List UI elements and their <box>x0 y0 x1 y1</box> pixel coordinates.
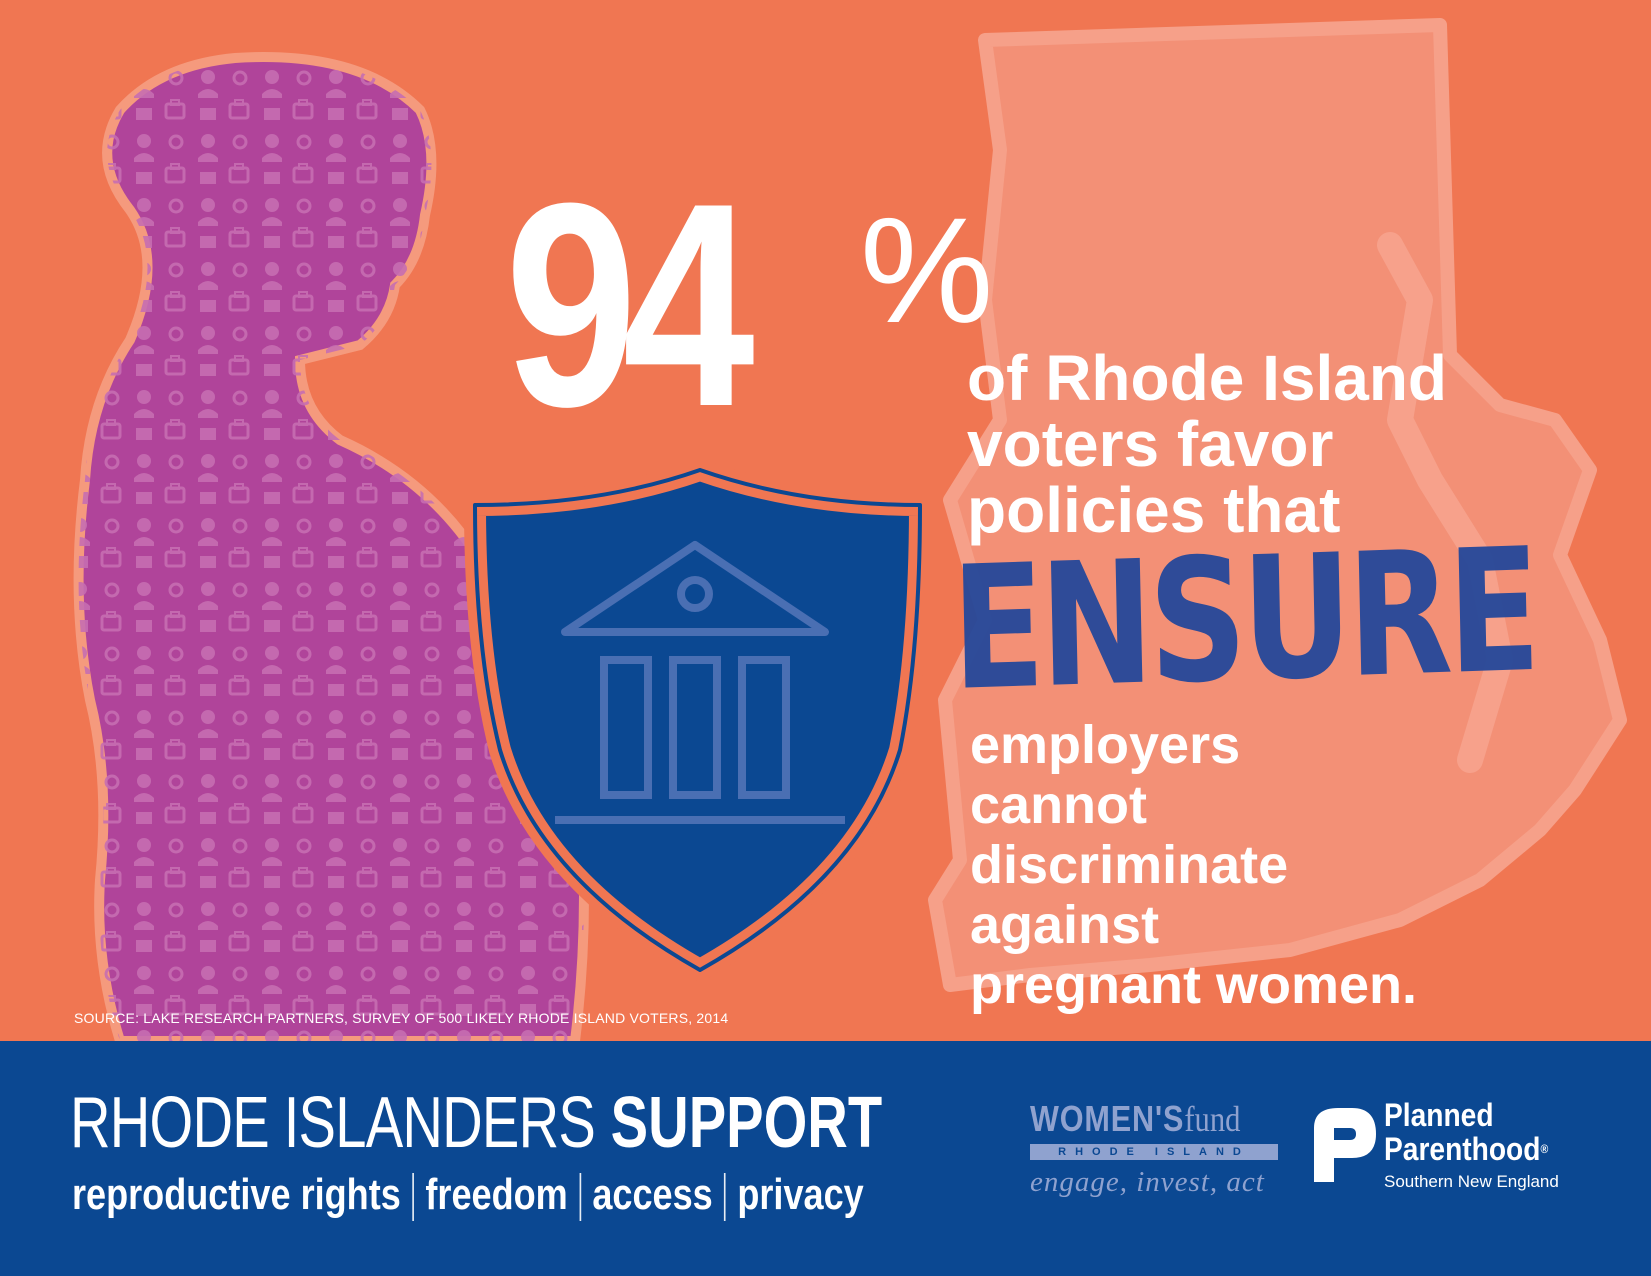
footer-pillars: reproductive rights freedom access privacy <box>72 1170 864 1222</box>
rhode-island-map-icon <box>928 18 1627 992</box>
statement-top: of Rhode Island voters favor policies th… <box>967 345 1527 543</box>
source-note: SOURCE: LAKE RESEARCH PARTNERS, SURVEY O… <box>74 1010 729 1026</box>
statement-line: cannot <box>970 775 1148 835</box>
statement-line: against <box>970 895 1160 955</box>
statement-line: voters favor <box>967 408 1334 480</box>
womens-fund-logo: WOMEN'Sfund RHODE ISLAND engage, invest,… <box>1030 1098 1280 1199</box>
pillar-item: privacy <box>737 1170 864 1219</box>
pillar-item: access <box>592 1170 713 1219</box>
planned-parenthood-logo: Planned Parenthood® Southern New England <box>1308 1098 1638 1198</box>
statement-line: employers <box>970 715 1241 775</box>
statement-bottom: employers cannot discriminate against pr… <box>970 715 1417 1015</box>
planned-parenthood-name: Planned Parenthood® <box>1384 1098 1548 1166</box>
pp-line1: Planned <box>1384 1097 1494 1133</box>
pillar-divider <box>579 1173 581 1222</box>
statement-line: discriminate <box>970 835 1289 895</box>
shield-icon <box>464 459 931 981</box>
hero-artwork <box>73 18 1627 1041</box>
footer-headline: RHODE ISLANDERS SUPPORT <box>70 1087 882 1159</box>
womens-fund-state: RHODE ISLAND <box>1030 1144 1278 1160</box>
statement-line: pregnant women. <box>970 955 1418 1015</box>
bank-building-icon <box>555 541 845 824</box>
stat-number: 94 <box>505 143 755 467</box>
headline-light: RHODE ISLANDERS <box>70 1083 596 1163</box>
registered-mark: ® <box>1540 1142 1549 1156</box>
pillar-divider <box>412 1173 414 1222</box>
womens-fund-name-b: fund <box>1184 1099 1241 1139</box>
pillar-item: reproductive rights <box>72 1170 401 1219</box>
planned-parenthood-region: Southern New England <box>1384 1172 1559 1191</box>
workplace-icons-pattern <box>78 57 585 1041</box>
womens-fund-name: WOMEN'Sfund <box>1030 1098 1243 1140</box>
planned-parenthood-p-icon <box>1314 1108 1376 1182</box>
statement-line: policies that <box>967 474 1341 546</box>
pillar-item: freedom <box>425 1170 568 1219</box>
pillar-divider <box>724 1173 726 1222</box>
headline-bold: SUPPORT <box>610 1083 883 1163</box>
percent-sign: % <box>860 186 994 354</box>
womens-fund-name-a: WOMEN'S <box>1030 1098 1185 1139</box>
footer-banner <box>0 1041 1651 1276</box>
statement-line: of Rhode Island <box>967 342 1447 414</box>
hero-panel: 94 % of Rhode Island voters favor polici… <box>73 18 1627 1041</box>
ensure-emphasis: ENSURE <box>949 511 1538 729</box>
pp-line2: Parenthood <box>1384 1131 1541 1167</box>
womens-fund-tagline: engage, invest, act <box>1030 1166 1265 1198</box>
